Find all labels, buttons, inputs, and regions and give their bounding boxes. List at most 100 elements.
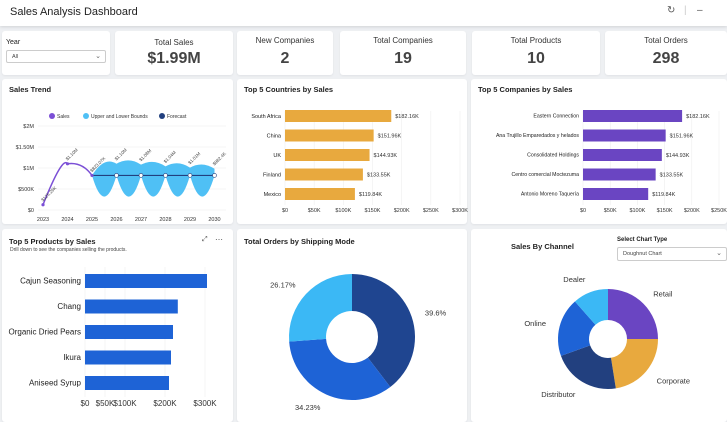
bar: [583, 110, 683, 122]
bar: [583, 149, 662, 161]
slice-label: Dealer: [563, 275, 586, 284]
sales-trend-chart: Sales Upper and Lower Bounds Forecast $0 $50…: [16, 113, 227, 223]
chart-type-select[interactable]: Doughnut Chart ⌄: [617, 247, 727, 261]
bounds-area: [141, 161, 166, 197]
bar: [285, 188, 355, 200]
chart-subtitle: Drill down to see the companies selling …: [10, 247, 127, 253]
chart-type-value: Doughnut Chart: [623, 251, 662, 257]
slice-label: Online: [524, 319, 546, 328]
shipping-chart: 39.6% 34.23% 26.17%: [270, 274, 447, 412]
bounds-area: [116, 160, 141, 197]
x-tick-label: $250K: [711, 208, 727, 214]
legend-label: Upper and Lower Bounds: [91, 114, 148, 120]
x-tick-label: $250K: [423, 208, 439, 214]
kpi-label: Total Orders: [644, 36, 688, 45]
companies-chart: $0 $50K $100K $150K $200K $250K Eastern Connec…: [496, 110, 727, 214]
category-label: Cajun Seasoning: [20, 277, 81, 286]
sales-point: [41, 203, 45, 207]
bar: [85, 299, 178, 314]
products-chart: $0 $50K $100K $200K $300K Cajun Seasoning Chan…: [9, 267, 217, 408]
kpi-total-companies: Total Companies 19: [340, 31, 466, 75]
slice-label: 34.23%: [295, 403, 321, 412]
data-label: $182.16K: [686, 114, 710, 120]
kpi-value: 10: [527, 50, 545, 67]
companies-card: Top 5 Companies by Sales $0 $50K $100K $150K…: [471, 79, 727, 224]
chart-title: Top 5 Companies by Sales: [478, 85, 573, 94]
point-label: $1.10M: [65, 147, 79, 161]
legend-label: Forecast: [167, 114, 187, 120]
bar: [85, 350, 171, 365]
slice: [289, 274, 352, 342]
bar: [583, 188, 649, 200]
kpi-total-products: Total Products 10: [472, 31, 600, 75]
y-tick-label: $0: [28, 208, 34, 214]
legend-marker: [49, 113, 55, 119]
category-label: Antonio Moreno Taquería: [521, 192, 579, 198]
kpi-value: 298: [652, 50, 680, 67]
chart-type-label: Select Chart Type: [617, 237, 668, 243]
bar: [583, 168, 656, 181]
slice: [558, 301, 596, 356]
kpi-label: Total Companies: [373, 36, 433, 45]
bar: [85, 325, 173, 339]
point-label: $1.10M: [114, 147, 128, 161]
slice-label: Corporate: [657, 377, 690, 386]
channel-chart: Retail Corporate Distributor Online Dealer: [524, 275, 690, 399]
x-tick-label: $200K: [153, 399, 177, 408]
x-tick-label: 2029: [184, 217, 196, 223]
kpi-value: $1.99M: [147, 50, 201, 67]
kpi-value: 19: [394, 50, 412, 67]
slice: [560, 345, 616, 389]
slice-label: Distributor: [541, 390, 576, 399]
x-tick-label: $50K: [308, 208, 321, 214]
chart-title: Total Orders by Shipping Mode: [244, 237, 355, 246]
x-tick-label: $300K: [452, 208, 468, 214]
point-label: $1.01M: [187, 151, 201, 165]
sales-line: [42, 161, 93, 206]
expand-icon[interactable]: ⤢: [202, 236, 208, 243]
chart-title: Sales Trend: [9, 85, 52, 94]
refresh-icon[interactable]: ↻: [667, 5, 676, 16]
category-label: Finland: [263, 172, 281, 178]
legend-label: Sales: [57, 114, 70, 120]
slice: [352, 274, 415, 388]
x-tick-label: $0: [81, 399, 90, 408]
channel-card: Sales By Channel Select Chart Type Dough…: [471, 229, 727, 422]
sales-point: [65, 162, 70, 166]
x-tick-label: 2024: [61, 217, 73, 223]
countries-chart: $0 $50K $100K $150K $200K $250K $300K South Afr…: [251, 110, 468, 214]
data-label: $144.93K: [374, 153, 398, 159]
year-label: Year: [6, 39, 21, 46]
y-tick-label: $1.50M: [16, 145, 35, 151]
data-label: $144.93K: [666, 153, 690, 159]
bar: [85, 376, 169, 390]
data-label: $151.96K: [378, 134, 402, 140]
year-select-value: All: [12, 54, 19, 60]
bar: [285, 149, 370, 161]
point-label: $982.4K: [212, 151, 227, 166]
category-label: Ikura: [63, 353, 81, 362]
shipping-card: Total Orders by Shipping Mode 39.6% 34.23%…: [237, 229, 467, 422]
category-label: UK: [273, 153, 281, 159]
chart-title: Top 5 Products by Sales: [9, 237, 96, 246]
year-filter-card: Year All ⌄: [2, 31, 110, 75]
point-label: $125.26K: [40, 185, 57, 202]
data-label: $133.55K: [660, 173, 684, 179]
category-label: Consolidated Holdings: [527, 153, 579, 159]
category-label: Aniseed Syrup: [29, 379, 82, 388]
legend-marker: [159, 113, 165, 119]
forecast-point: [138, 173, 144, 178]
slice: [608, 289, 658, 339]
point-label: $1.04M: [163, 150, 177, 164]
minus-icon[interactable]: –: [697, 5, 703, 16]
divider: |: [684, 5, 687, 16]
y-tick-label: $2M: [23, 124, 34, 130]
x-tick-label: $100K: [629, 208, 645, 214]
kpi-label: New Companies: [255, 36, 315, 45]
x-tick-label: 2028: [159, 217, 171, 223]
slice: [574, 289, 608, 325]
category-label: Organic Dried Pears: [9, 328, 81, 337]
year-select[interactable]: All ⌄: [6, 50, 106, 63]
more-options-icon[interactable]: ⋯: [215, 235, 223, 244]
slice: [289, 338, 391, 400]
